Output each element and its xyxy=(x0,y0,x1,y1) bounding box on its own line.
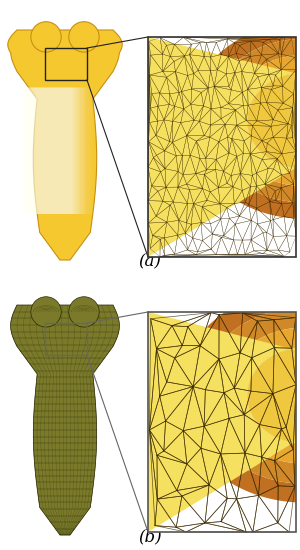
Bar xyxy=(148,37,296,257)
FancyBboxPatch shape xyxy=(30,87,80,214)
FancyBboxPatch shape xyxy=(31,87,81,214)
FancyBboxPatch shape xyxy=(27,87,78,214)
FancyBboxPatch shape xyxy=(21,87,71,214)
Circle shape xyxy=(31,296,61,327)
Bar xyxy=(148,312,296,532)
FancyBboxPatch shape xyxy=(23,87,74,214)
Polygon shape xyxy=(148,37,296,257)
FancyBboxPatch shape xyxy=(26,87,76,214)
Polygon shape xyxy=(8,30,122,260)
FancyBboxPatch shape xyxy=(34,87,85,214)
FancyBboxPatch shape xyxy=(32,87,83,214)
Polygon shape xyxy=(178,312,296,503)
Polygon shape xyxy=(226,55,296,186)
FancyBboxPatch shape xyxy=(28,87,79,214)
Polygon shape xyxy=(200,312,296,483)
FancyBboxPatch shape xyxy=(25,87,75,214)
Text: (b): (b) xyxy=(138,528,162,545)
Bar xyxy=(45,48,87,80)
Polygon shape xyxy=(148,312,296,532)
Bar xyxy=(45,323,87,355)
Circle shape xyxy=(31,21,61,52)
Text: (a): (a) xyxy=(139,253,161,270)
Bar xyxy=(148,312,296,532)
Polygon shape xyxy=(247,348,296,443)
FancyBboxPatch shape xyxy=(33,87,84,214)
FancyBboxPatch shape xyxy=(22,87,73,214)
Polygon shape xyxy=(207,39,296,202)
Polygon shape xyxy=(224,328,296,464)
Circle shape xyxy=(69,21,99,52)
Polygon shape xyxy=(247,73,296,168)
Polygon shape xyxy=(188,37,296,219)
Polygon shape xyxy=(11,305,119,535)
Bar xyxy=(148,37,296,257)
Circle shape xyxy=(69,296,99,327)
